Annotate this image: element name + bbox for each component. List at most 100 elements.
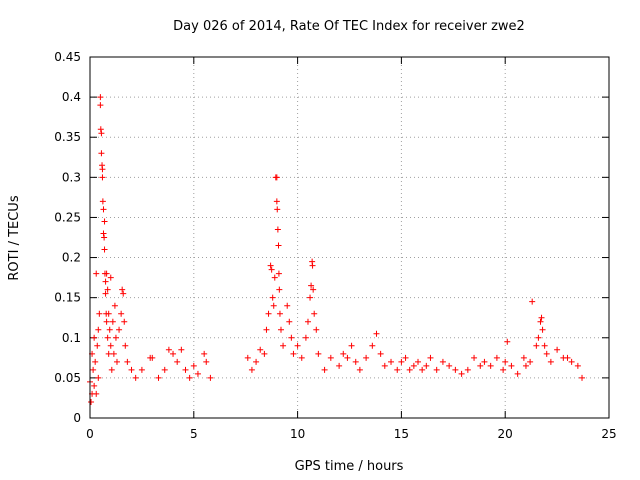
- y-tick-label: 0.3: [62, 170, 81, 184]
- data-points: [87, 94, 586, 405]
- data-point: [419, 366, 426, 373]
- data-point: [290, 350, 297, 357]
- data-point: [118, 310, 125, 317]
- data-point: [304, 318, 311, 325]
- data-point: [178, 346, 185, 353]
- data-point: [529, 298, 536, 305]
- chart-title: Day 026 of 2014, Rate Of TEC Index for r…: [173, 19, 525, 34]
- data-point: [271, 274, 278, 281]
- data-point: [274, 226, 281, 233]
- y-tick-label: 0.2: [62, 251, 81, 265]
- data-point: [100, 230, 107, 237]
- data-point: [284, 302, 291, 309]
- data-point: [98, 130, 105, 137]
- y-axis-label: ROTI / TECUs: [7, 195, 22, 280]
- data-point: [112, 334, 119, 341]
- data-point: [340, 350, 347, 357]
- data-point: [514, 370, 521, 377]
- x-tick-label: 25: [601, 427, 616, 441]
- data-point: [402, 354, 409, 361]
- data-point: [99, 174, 106, 181]
- data-point: [363, 354, 370, 361]
- data-point: [113, 358, 120, 365]
- data-point: [344, 354, 351, 361]
- data-point: [94, 342, 101, 349]
- data-point: [321, 366, 328, 373]
- y-tick-label: 0.25: [54, 210, 81, 224]
- data-point: [207, 374, 214, 381]
- data-point: [109, 318, 116, 325]
- data-point: [388, 358, 395, 365]
- data-point: [313, 326, 320, 333]
- y-tick-label: 0: [73, 411, 81, 425]
- data-point: [201, 350, 208, 357]
- data-point: [539, 326, 546, 333]
- data-point: [253, 358, 260, 365]
- data-point: [574, 362, 581, 369]
- data-point: [336, 362, 343, 369]
- data-point: [471, 354, 478, 361]
- data-point: [433, 366, 440, 373]
- data-point: [276, 286, 283, 293]
- data-point: [294, 342, 301, 349]
- data-point: [381, 362, 388, 369]
- data-point: [165, 346, 172, 353]
- data-point: [100, 206, 107, 213]
- data-point: [477, 362, 484, 369]
- data-point: [547, 358, 554, 365]
- data-point: [93, 270, 100, 277]
- data-point: [309, 262, 316, 269]
- data-point: [288, 334, 295, 341]
- data-point: [111, 302, 118, 309]
- data-point: [464, 366, 471, 373]
- y-tick-label: 0.1: [62, 331, 81, 345]
- data-point: [99, 166, 106, 173]
- data-point: [90, 366, 97, 373]
- data-point: [97, 102, 104, 109]
- data-point: [543, 350, 550, 357]
- data-point: [203, 358, 210, 365]
- data-point: [274, 206, 281, 213]
- data-point: [394, 366, 401, 373]
- data-point: [458, 370, 465, 377]
- data-point: [170, 350, 177, 357]
- data-point: [107, 342, 114, 349]
- data-point: [427, 354, 434, 361]
- data-point: [120, 290, 127, 297]
- data-point: [481, 358, 488, 365]
- data-point: [101, 234, 108, 241]
- data-point: [149, 354, 156, 361]
- data-point: [161, 366, 168, 373]
- data-point: [104, 334, 111, 341]
- data-point: [190, 362, 197, 369]
- x-tick-label: 10: [290, 427, 305, 441]
- data-point: [92, 358, 99, 365]
- data-point: [315, 350, 322, 357]
- data-point: [554, 346, 561, 353]
- data-point: [98, 150, 105, 157]
- data-point: [406, 366, 413, 373]
- data-point: [568, 358, 575, 365]
- data-point: [257, 346, 264, 353]
- data-point: [446, 362, 453, 369]
- y-tick-label: 0.35: [54, 130, 81, 144]
- data-point: [106, 326, 113, 333]
- data-point: [132, 374, 139, 381]
- plot-frame: [89, 56, 610, 419]
- data-point: [128, 366, 135, 373]
- y-tick-labels: 0 0.05 0.1 0.15 0.2 0.25 0.3 0.35 0.4 0.45: [54, 50, 81, 425]
- data-point: [269, 294, 276, 301]
- data-point: [121, 318, 128, 325]
- data-point: [105, 310, 112, 317]
- data-point: [538, 314, 545, 321]
- data-point: [564, 354, 571, 361]
- data-point: [327, 354, 334, 361]
- data-point: [124, 358, 131, 365]
- data-point: [276, 310, 283, 317]
- data-point: [527, 358, 534, 365]
- data-point: [99, 198, 106, 205]
- data-point: [103, 318, 110, 325]
- data-point: [122, 342, 129, 349]
- data-point: [535, 334, 542, 341]
- data-point: [439, 358, 446, 365]
